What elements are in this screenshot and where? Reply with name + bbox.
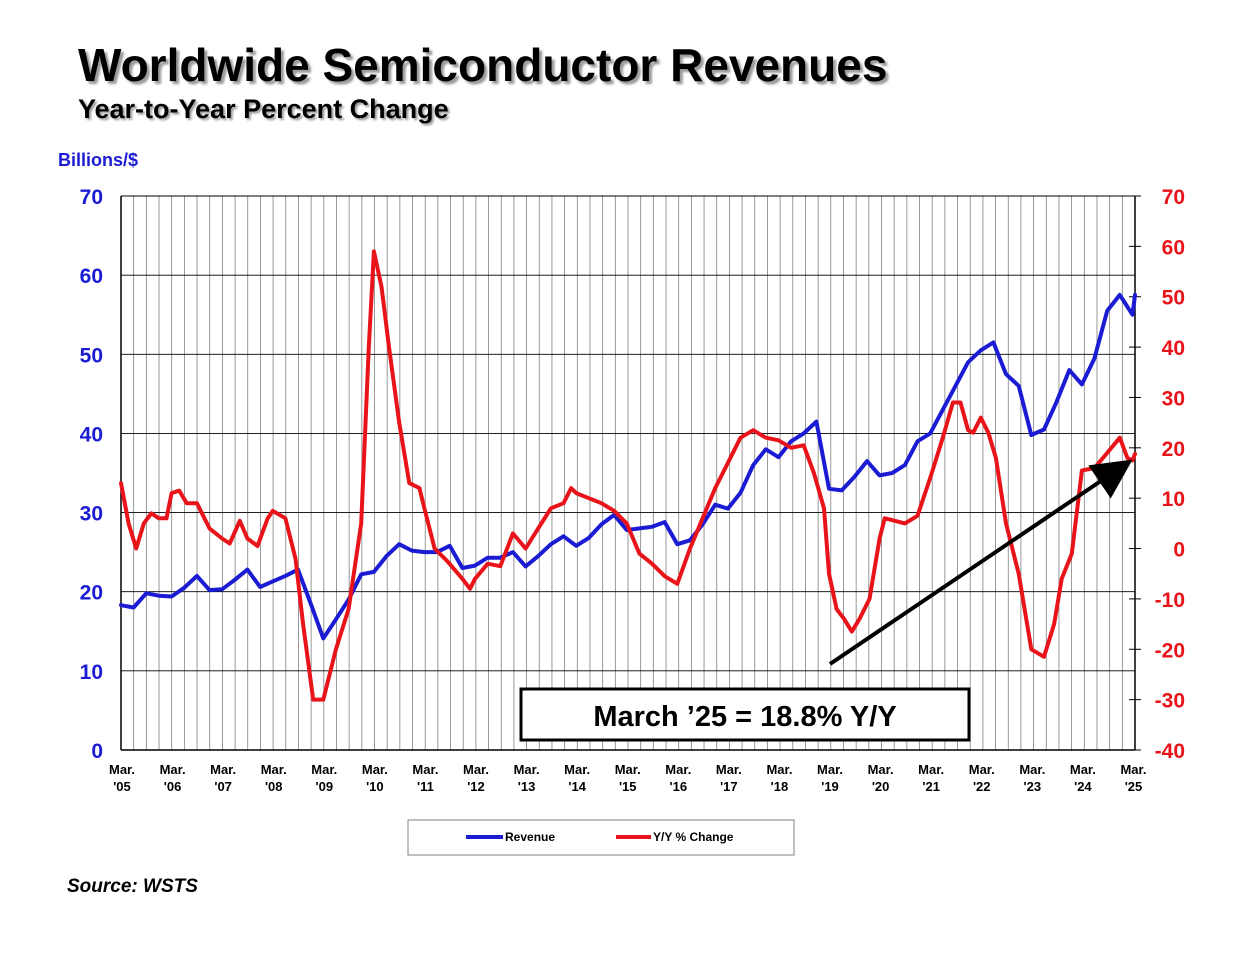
x-tick-label-month: Mar. bbox=[109, 762, 135, 777]
right-tick-label: 20 bbox=[1162, 438, 1185, 461]
left-tick-label: 10 bbox=[80, 661, 103, 684]
x-tick-label-month: Mar. bbox=[412, 762, 438, 777]
x-tick-label-month: Mar. bbox=[1019, 762, 1045, 777]
x-tick-label-month: Mar. bbox=[918, 762, 944, 777]
right-tick-label: -20 bbox=[1155, 639, 1185, 662]
x-tick-label-year: '23 bbox=[1024, 779, 1042, 794]
x-tick-label-month: Mar. bbox=[1070, 762, 1096, 777]
x-tick-label-year: '09 bbox=[316, 779, 334, 794]
x-tick-label-year: '11 bbox=[417, 779, 434, 794]
trend-arrow bbox=[828, 459, 1133, 666]
x-tick-label-month: Mar. bbox=[514, 762, 540, 777]
left-tick-label: 0 bbox=[91, 740, 103, 763]
left-tick-label: 70 bbox=[80, 186, 103, 209]
x-tick-label-year: '10 bbox=[366, 779, 384, 794]
trend-arrow-line bbox=[828, 459, 1133, 666]
x-tick-label-month: Mar. bbox=[463, 762, 489, 777]
series-line-revenue bbox=[119, 292, 1137, 641]
x-tick-label-year: '06 bbox=[164, 779, 182, 794]
x-tick-label-year: '12 bbox=[467, 779, 485, 794]
x-tick-label-month: Mar. bbox=[868, 762, 894, 777]
x-tick-label-month: Mar. bbox=[1120, 762, 1146, 777]
x-tick-label-month: Mar. bbox=[362, 762, 388, 777]
x-tick-label-month: Mar. bbox=[160, 762, 186, 777]
x-tick-label-year: '15 bbox=[619, 779, 637, 794]
right-tick-label: 70 bbox=[1162, 186, 1185, 209]
series-line-yoy bbox=[119, 249, 1137, 702]
chart-subtitle: Year-to-Year Percent Change bbox=[78, 94, 449, 124]
legend-box bbox=[407, 819, 795, 856]
grid bbox=[120, 195, 1136, 751]
series-lines bbox=[119, 249, 1137, 702]
x-tick-label-year: '13 bbox=[518, 779, 536, 794]
right-tick-label: 0 bbox=[1173, 539, 1185, 562]
source-note: Source: WSTS bbox=[67, 876, 198, 897]
left-tick-label: 30 bbox=[80, 503, 103, 526]
right-tick-label: 10 bbox=[1162, 488, 1185, 511]
left-tick-label: 50 bbox=[80, 344, 103, 367]
right-tick-label: 50 bbox=[1162, 287, 1185, 310]
right-tick-label: 30 bbox=[1162, 387, 1185, 410]
x-tick-label-month: Mar. bbox=[969, 762, 995, 777]
left-tick-label: 60 bbox=[80, 265, 103, 288]
legend: Revenue Y/Y % Change bbox=[407, 819, 795, 856]
x-tick-label-year: '20 bbox=[872, 779, 890, 794]
x-tick-label-year: '17 bbox=[720, 779, 738, 794]
x-tick-label-year: '18 bbox=[771, 779, 789, 794]
annotation: March ’25 = 18.8% Y/Y bbox=[519, 687, 971, 742]
annotation-text: March ’25 = 18.8% Y/Y bbox=[593, 701, 896, 733]
annotation-box bbox=[519, 687, 971, 742]
x-tick-label-month: Mar. bbox=[261, 762, 287, 777]
chart-title: Worldwide Semiconductor Revenues bbox=[78, 39, 888, 91]
left-tick-label: 20 bbox=[80, 582, 103, 605]
right-tick-label: 60 bbox=[1162, 236, 1185, 259]
x-tick-label-year: '16 bbox=[670, 779, 688, 794]
x-tick-label-year: '21 bbox=[922, 779, 940, 794]
x-tick-label-year: '22 bbox=[973, 779, 991, 794]
left-tick-label: 40 bbox=[80, 423, 103, 446]
x-tick-label-month: Mar. bbox=[615, 762, 641, 777]
right-tick-label: -10 bbox=[1155, 589, 1185, 612]
x-tick-label-month: Mar. bbox=[766, 762, 792, 777]
x-tick-label-year: '07 bbox=[214, 779, 232, 794]
x-tick-label-month: Mar. bbox=[564, 762, 590, 777]
x-tick-label-year: '24 bbox=[1074, 779, 1092, 794]
axes: 0 10 20 30 40 50 60 70 -40 -30 -20 -10 0 10 20 30 40 50 60… bbox=[80, 186, 1185, 794]
x-tick-label-year: '05 bbox=[113, 779, 131, 794]
x-tick-label-month: Mar. bbox=[817, 762, 843, 777]
right-tick-label: -40 bbox=[1155, 740, 1185, 763]
right-tick-label: -30 bbox=[1155, 690, 1185, 713]
left-axis-units-label: Billions/$ bbox=[58, 150, 139, 170]
legend-label-revenue: Revenue bbox=[505, 830, 555, 844]
x-tick-label-month: Mar. bbox=[665, 762, 691, 777]
x-tick-label-year: '19 bbox=[821, 779, 839, 794]
right-tick-label: 40 bbox=[1162, 337, 1185, 360]
x-tick-label-month: Mar. bbox=[210, 762, 236, 777]
x-tick-label-month: Mar. bbox=[311, 762, 337, 777]
x-tick-label-year: '25 bbox=[1125, 779, 1143, 794]
x-tick-label-month: Mar. bbox=[716, 762, 742, 777]
x-tick-label-year: '14 bbox=[568, 779, 586, 794]
x-tick-label-year: '08 bbox=[265, 779, 283, 794]
legend-label-yoy: Y/Y % Change bbox=[653, 830, 734, 844]
